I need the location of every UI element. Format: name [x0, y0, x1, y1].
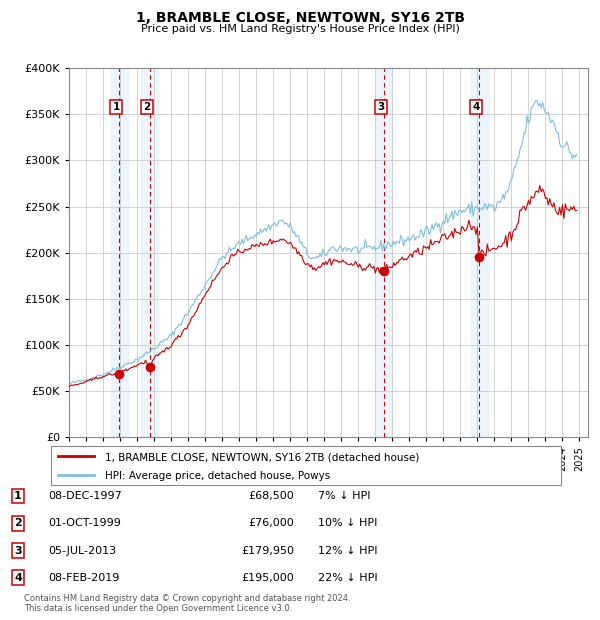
Text: £179,950: £179,950	[241, 546, 294, 556]
Bar	[470, 68, 488, 437]
Text: 4: 4	[14, 573, 22, 583]
Text: 08-FEB-2019: 08-FEB-2019	[48, 573, 119, 583]
Text: 01-OCT-1999: 01-OCT-1999	[48, 518, 121, 528]
Text: HPI: Average price, detached house, Powys: HPI: Average price, detached house, Powy…	[105, 471, 330, 480]
Text: 12% ↓ HPI: 12% ↓ HPI	[318, 546, 377, 556]
Text: £76,000: £76,000	[248, 518, 294, 528]
Text: 1, BRAMBLE CLOSE, NEWTOWN, SY16 2TB (detached house): 1, BRAMBLE CLOSE, NEWTOWN, SY16 2TB (det…	[105, 452, 419, 462]
Text: 3: 3	[14, 546, 22, 556]
Text: 2: 2	[14, 518, 22, 528]
Text: 08-DEC-1997: 08-DEC-1997	[48, 491, 122, 501]
Text: Contains HM Land Registry data © Crown copyright and database right 2024.: Contains HM Land Registry data © Crown c…	[24, 593, 350, 603]
Text: Price paid vs. HM Land Registry's House Price Index (HPI): Price paid vs. HM Land Registry's House …	[140, 24, 460, 33]
Text: 22% ↓ HPI: 22% ↓ HPI	[318, 573, 377, 583]
Text: 3: 3	[377, 102, 385, 112]
Text: 10% ↓ HPI: 10% ↓ HPI	[318, 518, 377, 528]
FancyBboxPatch shape	[50, 446, 562, 485]
Bar	[110, 68, 128, 437]
Bar	[142, 68, 158, 437]
Text: 1: 1	[112, 102, 119, 112]
Text: 2: 2	[143, 102, 151, 112]
Text: This data is licensed under the Open Government Licence v3.0.: This data is licensed under the Open Gov…	[24, 603, 292, 613]
Text: 05-JUL-2013: 05-JUL-2013	[48, 546, 116, 556]
Text: 7% ↓ HPI: 7% ↓ HPI	[318, 491, 371, 501]
Text: 4: 4	[472, 102, 480, 112]
Text: £195,000: £195,000	[241, 573, 294, 583]
Text: 1, BRAMBLE CLOSE, NEWTOWN, SY16 2TB: 1, BRAMBLE CLOSE, NEWTOWN, SY16 2TB	[136, 11, 464, 25]
Text: 1: 1	[14, 491, 22, 501]
Text: £68,500: £68,500	[248, 491, 294, 501]
Bar	[376, 68, 392, 437]
